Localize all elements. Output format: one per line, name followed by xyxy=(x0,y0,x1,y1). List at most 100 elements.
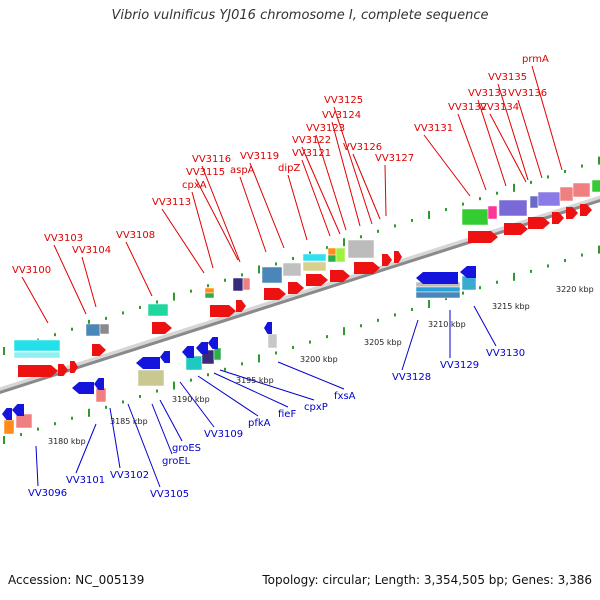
forward-gene-label[interactable]: VV3122 xyxy=(292,135,331,146)
gene-block xyxy=(302,261,327,272)
gene-block xyxy=(282,262,302,277)
forward-gene-label[interactable]: VV3125 xyxy=(324,95,363,106)
forward-gene-label[interactable]: VV3127 xyxy=(375,153,414,164)
forward-gene-arrow xyxy=(58,364,68,376)
forward-gene-arrow xyxy=(528,217,550,229)
forward-gene-label[interactable]: VV3121 xyxy=(292,148,331,159)
forward-gene-label[interactable]: VV3119 xyxy=(240,151,279,162)
gene-block xyxy=(347,239,375,259)
forward-gene-arrow xyxy=(354,262,380,274)
leader-line xyxy=(497,83,529,181)
gene-block xyxy=(85,323,101,337)
gene-block xyxy=(559,186,574,202)
forward-gene-label[interactable]: VV3134 xyxy=(480,102,519,113)
reverse-gene-label[interactable]: VV3096 xyxy=(28,488,67,499)
reverse-gene-label[interactable]: cpxP xyxy=(304,402,328,413)
reverse-gene-label[interactable]: fieF xyxy=(278,409,296,420)
gene-block xyxy=(327,247,337,256)
genome-stats-label: Topology: circular; Length: 3,354,505 bp… xyxy=(262,573,592,587)
backbone xyxy=(0,195,600,394)
forward-gene-label[interactable]: VV3103 xyxy=(44,233,83,244)
reverse-gene-arrow xyxy=(264,322,272,334)
reverse-gene-label[interactable]: VV3129 xyxy=(440,360,479,371)
reverse-gene-label[interactable]: groEL xyxy=(162,456,191,467)
forward-gene-arrow xyxy=(18,365,58,377)
backbone-shadow xyxy=(0,199,600,394)
reverse-gene-label[interactable]: VV3105 xyxy=(150,489,189,500)
forward-gene-label[interactable]: prmA xyxy=(522,54,549,65)
forward-gene-label[interactable]: VV3116 xyxy=(192,154,231,165)
scale-label: 3215 kbp xyxy=(492,302,530,311)
gene-block xyxy=(461,208,489,226)
forward-gene-label[interactable]: VV3136 xyxy=(508,88,547,99)
forward-gene-arrow xyxy=(210,305,236,317)
gene-block xyxy=(147,303,169,317)
reverse-gene-arrow xyxy=(12,404,24,416)
reverse-gene-arrow xyxy=(160,351,170,363)
gene-block xyxy=(232,277,244,292)
gene-block xyxy=(572,182,591,198)
forward-gene-label[interactable]: VV3100 xyxy=(12,265,51,276)
reverse-gene-label[interactable]: VV3102 xyxy=(110,470,149,481)
scale-label: 3205 kbp xyxy=(364,338,402,347)
gene-block xyxy=(185,355,203,371)
forward-gene-label[interactable]: dipZ xyxy=(278,163,300,174)
forward-gene-label[interactable]: VV3131 xyxy=(414,123,453,134)
forward-gene-label[interactable]: VV3133 xyxy=(468,88,507,99)
scale-label: 3210 kbp xyxy=(428,320,466,329)
leader-line xyxy=(301,146,341,235)
forward-gene-label[interactable]: VV3115 xyxy=(186,167,225,178)
tick-marks xyxy=(3,156,600,444)
gene-block xyxy=(461,275,477,291)
forward-gene-arrow xyxy=(236,300,246,312)
reverse-gene-label[interactable]: fxsA xyxy=(334,391,356,402)
reverse-gene-arrow xyxy=(136,357,160,369)
forward-gene-label[interactable]: VV3126 xyxy=(343,142,382,153)
leader-line xyxy=(331,121,361,227)
gene-block xyxy=(13,339,61,352)
leader-line xyxy=(191,191,214,269)
gene-block xyxy=(95,387,107,403)
reverse-gene-label[interactable]: groES xyxy=(172,443,201,454)
gene-features xyxy=(2,179,600,435)
forward-gene-label[interactable]: VV3113 xyxy=(152,197,191,208)
leader-line xyxy=(109,407,121,469)
reverse-gene-label[interactable]: VV3109 xyxy=(204,429,243,440)
forward-gene-label[interactable]: cpxA xyxy=(182,180,207,191)
reverse-gene-arrow xyxy=(416,272,458,284)
forward-gene-label[interactable]: VV3104 xyxy=(72,245,111,256)
leader-line xyxy=(517,99,543,179)
gene-block xyxy=(204,287,215,294)
leader-line xyxy=(201,165,241,263)
leader-line xyxy=(477,99,507,187)
reverse-gene-arrow xyxy=(196,342,208,354)
reverse-gene-arrow xyxy=(182,346,194,358)
forward-gene-arrow xyxy=(580,204,592,216)
gene-block xyxy=(302,253,327,262)
forward-gene-label[interactable]: aspA xyxy=(230,165,255,176)
forward-gene-label[interactable]: VV3135 xyxy=(488,72,527,83)
forward-gene-label[interactable]: VV3108 xyxy=(116,230,155,241)
reverse-gene-label[interactable]: VV3101 xyxy=(66,475,105,486)
forward-gene-label[interactable]: VV3124 xyxy=(322,110,361,121)
gene-block xyxy=(99,323,110,335)
gene-block xyxy=(415,291,461,299)
leader-line xyxy=(457,113,487,191)
reverse-gene-label[interactable]: pfkA xyxy=(248,418,271,429)
reverse-gene-label[interactable]: VV3128 xyxy=(392,372,431,383)
gene-block xyxy=(591,179,600,193)
accession-label: Accession: NC_005139 xyxy=(8,573,145,587)
gene-block xyxy=(15,413,33,429)
reverse-gene-label[interactable]: VV3130 xyxy=(486,348,525,359)
leader-line xyxy=(401,319,419,371)
forward-gene-label[interactable]: VV3132 xyxy=(448,102,487,113)
leader-line xyxy=(195,178,239,261)
forward-gene-label[interactable]: VV3123 xyxy=(306,123,345,134)
forward-gene-arrow xyxy=(504,223,528,235)
scale-label: 3185 kbp xyxy=(110,417,148,426)
forward-gene-arrow xyxy=(152,322,172,334)
leader-line xyxy=(179,381,215,428)
leader-line xyxy=(81,256,97,308)
leader-line xyxy=(489,113,527,183)
